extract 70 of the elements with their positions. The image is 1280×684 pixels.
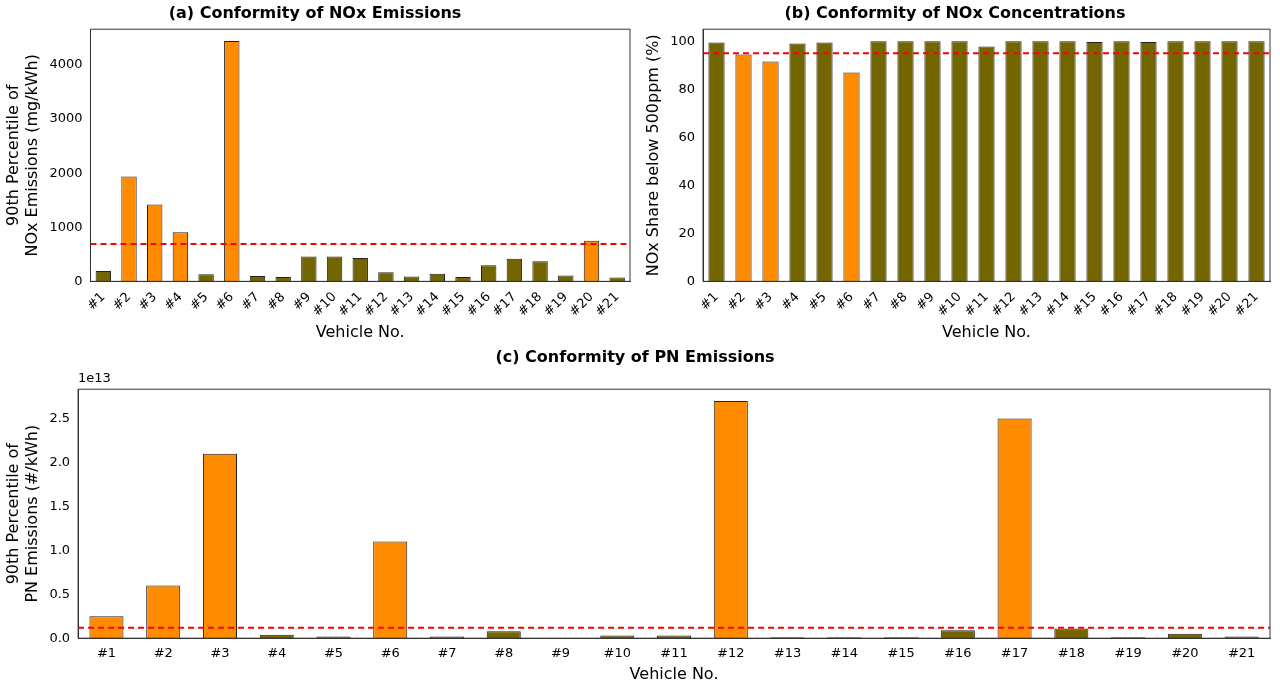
y-tick-label: 80 [678,80,696,96]
x-tick-label: #12 [717,645,745,661]
x-tick-label: #4 [160,288,185,313]
x-tick-label: #14 [830,645,859,661]
x-tick-label: #4 [267,645,287,661]
x-tick-label: #6 [212,288,237,313]
x-tick-label: #4 [777,288,803,313]
y-tick-label: 60 [678,128,696,144]
y-tick-label: 100 [670,32,696,48]
x-tick-label: #7 [237,288,262,313]
y-tick-label: 0 [74,272,83,288]
x-tick-label: #19 [1114,645,1142,661]
x-tick-label: #3 [135,288,160,313]
x-tick-label: #11 [660,645,688,661]
y-axis-title: 90th Percentile of PN Emissions (#/kWh) [2,424,41,603]
x-tick-label: #7 [437,645,457,661]
x-tick-label: #6 [831,288,857,313]
x-tick-label: #20 [1171,645,1199,661]
x-axis-title: Vehicle No. [315,321,405,341]
x-tick-label: #13 [773,645,802,661]
text: 1e13 [78,370,111,386]
y-tick-label: 0.0 [49,629,71,645]
x-tick-label: #8 [885,288,911,313]
x-tick-label: #5 [804,288,830,313]
x-axis-title: Vehicle No. [942,321,1031,341]
y-tick-label: 2000 [49,164,83,180]
x-tick-label: #5 [323,645,344,661]
x-tick-label: #15 [887,645,915,661]
x-tick-label: #18 [1057,645,1086,661]
x-tick-label: #17 [1000,645,1029,661]
x-tick-label: #21 [1231,288,1262,319]
x-tick-label: #6 [380,645,400,661]
chart-title: (c) Conformity of PN Emissions [495,346,775,366]
x-tick-label: #11 [334,288,365,319]
y-tick-label: 1.0 [49,541,71,557]
chart-title: (b) Conformity of NOx Concentrations [784,2,1126,22]
x-tick-label: #9 [550,645,571,661]
y-tick-label: 20 [678,224,696,240]
x-tick-label: #2 [153,645,173,661]
y-tick-label: 2.5 [49,410,71,425]
x-tick-label: #5 [186,288,211,313]
y-tick-label: 3000 [49,110,83,126]
x-tick-label: #9 [289,288,314,313]
y-tick-label: 1.5 [49,497,71,513]
x-tick-label: #1 [696,288,722,313]
x-tick-label: #9 [912,288,938,313]
x-tick-label: #3 [210,645,230,661]
x-tick-label: #2 [109,288,134,313]
y-tick-label: 1000 [49,218,83,234]
x-tick-label: #10 [603,645,631,661]
x-tick-label: #8 [494,645,514,661]
x-tick-label: #2 [723,288,749,313]
y-tick-label: 2.0 [49,453,71,469]
y-tick-label: 4000 [49,56,83,72]
x-tick-label: #21 [591,288,622,319]
x-tick-label: #1 [83,288,108,313]
x-tick-label: #8 [263,288,288,313]
chart-title: (a) Conformity of NOx Emissions [168,2,462,22]
x-tick-label: #11 [961,288,992,319]
y-tick-label: 0.5 [49,585,71,601]
x-tick-label: #1 [96,645,117,661]
y-axis-title: 90th Percentile of NOx Emissions (mg/kWh) [2,54,41,257]
x-axis-title: Vehicle No. [629,663,719,683]
x-tick-label: #16 [944,645,972,661]
x-tick-label: #21 [1227,645,1256,661]
x-tick-label: #7 [858,288,884,313]
y-axis-title: NOx Share below 500ppm (%) [642,34,662,277]
x-tick-label: #3 [750,288,776,313]
y-tick-label: 0 [686,272,696,288]
y-tick-label: 40 [678,176,696,192]
